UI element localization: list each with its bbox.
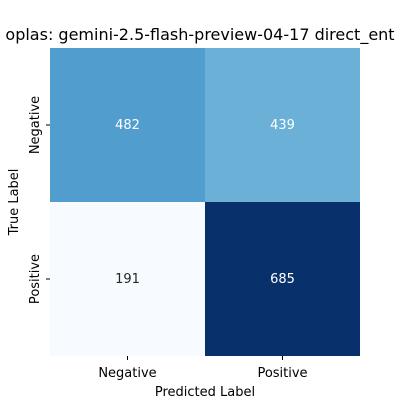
y-axis-label: True Label (7, 169, 22, 237)
heatmap-cell-labels: 482 439 191 685 (115, 118, 295, 287)
y-axis-ticks: Negative Positive (28, 96, 50, 304)
heatmap-cell-negative-negative (50, 48, 205, 202)
cell-value-label: 439 (270, 118, 295, 133)
x-tick-label: Negative (98, 366, 156, 381)
heatmap-cells (50, 48, 360, 356)
cell-value-label: 191 (115, 272, 140, 287)
heatmap-cell-positive-positive (205, 202, 360, 356)
cell-value-label: 482 (115, 118, 140, 133)
x-tick-label: Positive (257, 366, 307, 381)
x-axis-ticks: Negative Positive (98, 356, 308, 381)
heatmap-cell-positive-negative (50, 202, 205, 356)
y-tick-label: Negative (28, 96, 43, 154)
chart-title: oplas: gemini-2.5-flash-preview-04-17 di… (5, 25, 394, 45)
heatmap-cell-negative-positive (205, 48, 360, 202)
x-axis-label: Predicted Label (155, 385, 255, 400)
cell-value-label: 685 (270, 272, 295, 287)
y-tick-label: Positive (28, 254, 43, 304)
